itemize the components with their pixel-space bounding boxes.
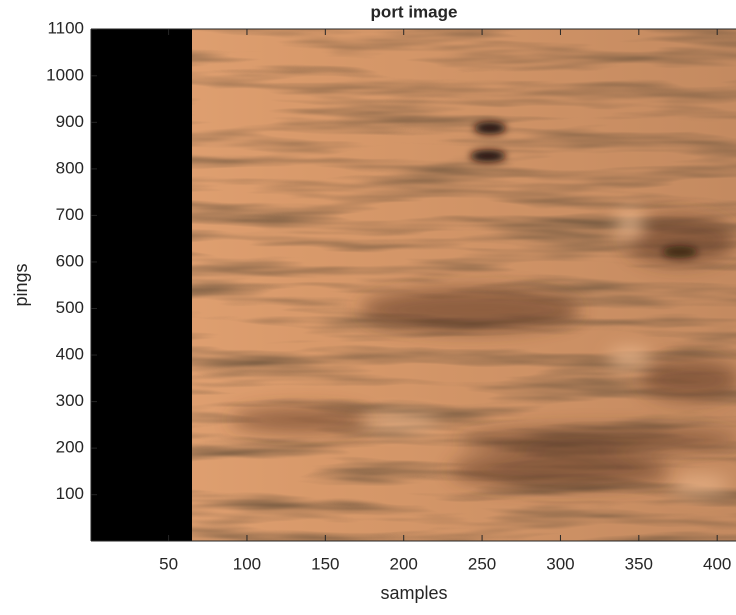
- x-tick-label: 350: [625, 554, 653, 573]
- y-tick-label: 700: [56, 205, 84, 224]
- x-tick-label: 150: [311, 554, 339, 573]
- x-tick-label: 100: [233, 554, 261, 573]
- x-tick-label: 300: [546, 554, 574, 573]
- y-tick-label: 400: [56, 345, 84, 364]
- y-axis-label: pings: [11, 263, 31, 306]
- x-tick-label: 250: [468, 554, 496, 573]
- image: [91, 29, 736, 541]
- y-tick-label: 500: [56, 298, 84, 317]
- y-tick-label: 1100: [47, 19, 84, 38]
- y-tick-label: 900: [56, 112, 84, 131]
- y-tick-label: 300: [56, 391, 84, 410]
- x-tick-label: 50: [159, 554, 178, 573]
- y-tick-label: 600: [56, 251, 84, 270]
- x-axis-label: samples: [380, 583, 447, 603]
- y-tick-label: 100: [56, 484, 84, 503]
- chart-title: port image: [371, 2, 458, 21]
- x-tick-label: 200: [390, 554, 418, 573]
- x-tick-label: 400: [703, 554, 731, 573]
- y-tick-label: 800: [56, 158, 84, 177]
- y-tick-label: 1000: [46, 65, 84, 84]
- y-tick-label: 200: [56, 438, 84, 457]
